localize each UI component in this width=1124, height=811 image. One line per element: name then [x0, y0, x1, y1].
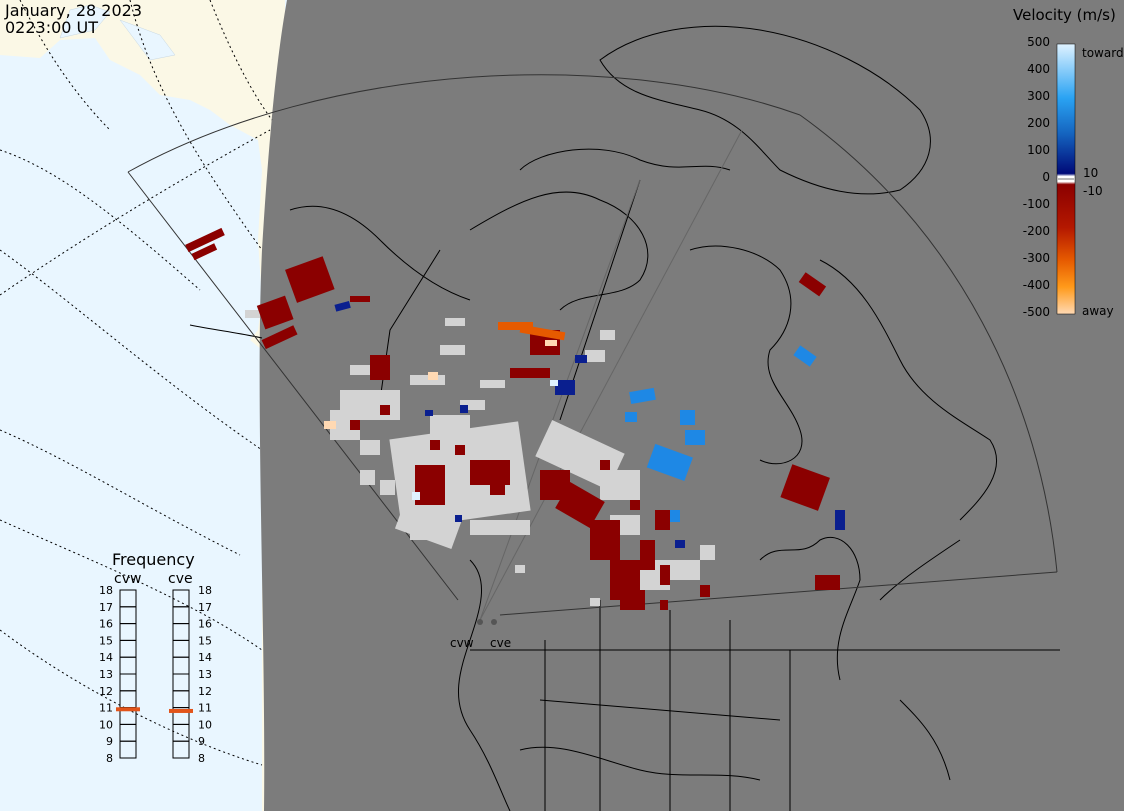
frequency-scale-label: 16 [99, 618, 113, 631]
frequency-cell [119, 740, 137, 759]
night-region [259, 0, 1124, 811]
velocity-tick-label: -500 [1023, 305, 1050, 319]
velocity-tick-label: 400 [1027, 62, 1050, 76]
frequency-scale-label: 10 [198, 718, 212, 731]
velocity-tick-label: 500 [1027, 35, 1050, 49]
toward-low-cells [334, 301, 845, 548]
radar-sites: cvw cve [450, 619, 511, 650]
velocity-tick-label: -200 [1023, 224, 1050, 238]
toward-high-cells [412, 380, 558, 500]
velocity-tick-label: 10 [1083, 166, 1098, 180]
daylight-coast [59, 4, 176, 61]
velocity-legend-title: Velocity (m/s) [1013, 6, 1116, 24]
frequency-scale-label: 12 [99, 685, 113, 698]
velocity-tick-label: -300 [1023, 251, 1050, 265]
site-cvw-label: cvw [450, 636, 474, 650]
frequency-scale-label: 9 [106, 735, 113, 748]
frequency-scale-label: 15 [99, 634, 113, 647]
velocity-tick-labels: 500400300200100100-10-100-200-300-400-50… [1023, 35, 1103, 319]
frequency-scale-label: 11 [198, 702, 212, 715]
frequency-scale-label: 8 [198, 752, 205, 765]
frequency-scale-label: 16 [198, 618, 212, 631]
frequency-scale-label: 14 [99, 651, 113, 664]
coastlines [189, 25, 1060, 811]
frequency-marker-cvw [116, 707, 140, 712]
velocity-tick-label: -10 [1083, 184, 1103, 198]
lat-lon-grid [0, 0, 273, 766]
frequency-scale-label: 10 [99, 718, 113, 731]
frequency-scale-label: 13 [198, 668, 212, 681]
frequency-radar-cvw: cvw [114, 571, 141, 587]
velocity-tick-label: -400 [1023, 278, 1050, 292]
frequency-scale-label: 18 [99, 584, 113, 597]
frequency-scale-label: 18 [198, 584, 212, 597]
velocity-tick-label: 0 [1042, 170, 1050, 184]
frequency-scale-label: 13 [99, 668, 113, 681]
daylight-land [0, 0, 285, 811]
frequency-scale-label: 17 [198, 601, 212, 614]
velocity-tick-label: 300 [1027, 89, 1050, 103]
site-cvw-marker [477, 619, 483, 625]
frequency-radar-cve: cve [168, 571, 193, 587]
map-time: 0223:00 UT [5, 18, 98, 37]
frequency-scale-label: 11 [99, 702, 113, 715]
frequency-scale-label: 9 [198, 735, 205, 748]
frequency-panel: Frequency cvw cve 18 18 17 17 16 16 15 15 14 14 13… [99, 550, 212, 765]
backscatter-cells [185, 227, 845, 610]
frequency-scale-label: 14 [198, 651, 212, 664]
away-cells [185, 227, 840, 610]
velocity-tick-label: 100 [1027, 143, 1050, 157]
frequency-markers [116, 707, 193, 713]
frequency-title: Frequency [112, 550, 195, 569]
frequency-marker-cve [169, 708, 193, 713]
frequency-scale-label: 15 [198, 634, 212, 647]
frequency-scale-label: 17 [99, 601, 113, 614]
away-mid-cells [498, 322, 566, 341]
map-date: January, 28 2023 [4, 1, 142, 20]
radar-fov [127, 74, 1058, 621]
frequency-scale-label: 12 [198, 685, 212, 698]
site-cve-marker [491, 619, 497, 625]
velocity-tick-label: -100 [1023, 197, 1050, 211]
toward-mid-cells [625, 345, 817, 522]
frequency-scale-label: 8 [106, 752, 113, 765]
velocity-away-label: away [1082, 304, 1114, 318]
ground-scatter-band [1057, 178, 1075, 180]
velocity-legend: Velocity (m/s) 500 400 300 200 [1013, 6, 1124, 319]
velocity-tick-label: 200 [1027, 116, 1050, 130]
velocity-toward-label: toward [1082, 46, 1124, 60]
frequency-cell [172, 740, 190, 759]
site-cve-label: cve [490, 636, 511, 650]
frequency-grid: 18 18 17 17 16 16 15 15 14 14 13 13 12 12 11 11 10 10 9 9 8 8 [99, 584, 212, 765]
away-high-cells [324, 340, 557, 429]
